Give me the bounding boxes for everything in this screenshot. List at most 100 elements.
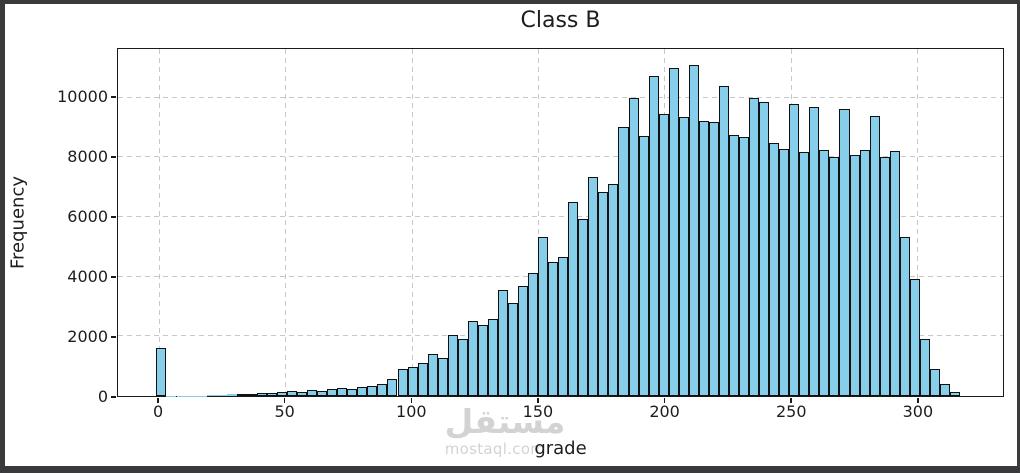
- histogram-bar: [819, 149, 830, 396]
- x-tick-mark: [157, 398, 159, 403]
- y-tick-label: 4000: [67, 266, 108, 286]
- histogram-bar: [859, 149, 870, 396]
- histogram-bar: [528, 272, 539, 396]
- y-tick-label: 0: [97, 387, 108, 406]
- histogram-bar: [668, 67, 679, 396]
- histogram-bar: [688, 65, 699, 396]
- histogram-bar: [538, 237, 549, 396]
- x-tick-mark: [537, 398, 539, 403]
- histogram-bar: [658, 114, 669, 396]
- histogram-bar: [749, 98, 760, 396]
- histogram-bar: [638, 135, 649, 396]
- histogram-bar: [236, 393, 247, 396]
- x-tick-label: 100: [396, 402, 427, 421]
- histogram-bar: [497, 289, 508, 396]
- histogram-bar: [799, 152, 810, 396]
- histogram-bar: [879, 157, 890, 396]
- histogram-bar: [297, 391, 308, 396]
- histogram-bar: [507, 302, 519, 396]
- y-tick-mark: [111, 156, 116, 158]
- gridline-vertical: [158, 49, 160, 396]
- y-tick-label: 8000: [67, 146, 108, 166]
- x-tick-label: 200: [649, 402, 680, 421]
- histogram-bar: [839, 109, 850, 396]
- histogram-bar: [307, 390, 318, 396]
- y-tick-mark: [111, 336, 116, 338]
- histogram-bar: [156, 348, 167, 396]
- histogram-bar: [578, 218, 589, 396]
- histogram-bar: [588, 177, 599, 396]
- gridline-vertical: [538, 49, 539, 396]
- histogram-bar: [327, 389, 338, 396]
- x-tick-label: 150: [522, 402, 554, 421]
- histogram-bar: [909, 279, 920, 396]
- gridline-vertical: [917, 49, 919, 396]
- histogram-bar: [317, 390, 328, 396]
- histogram-bar: [809, 107, 820, 396]
- histogram-bar: [206, 395, 217, 396]
- histogram-bar: [698, 120, 709, 396]
- histogram-bar: [728, 134, 740, 396]
- x-tick-mark: [917, 398, 919, 403]
- histogram-bar: [708, 122, 719, 396]
- plot-area: [117, 48, 1004, 397]
- x-tick-mark: [790, 398, 793, 403]
- histogram-bar: [266, 393, 277, 396]
- gridline-horizontal: [118, 96, 1003, 98]
- x-tick-mark: [663, 398, 666, 403]
- histogram-bar: [939, 384, 950, 396]
- histogram-bar: [548, 261, 559, 396]
- x-tick-mark: [410, 398, 413, 403]
- histogram-bar: [347, 388, 358, 396]
- histogram-bar: [246, 393, 257, 396]
- histogram-bar: [417, 363, 428, 396]
- histogram-bar: [357, 387, 368, 396]
- histogram-bar: [518, 285, 529, 396]
- histogram-bar: [598, 191, 609, 396]
- x-tick-label: 300: [902, 402, 934, 421]
- watermark-site-text: mostaql.com: [444, 440, 546, 459]
- histogram-bar: [287, 391, 298, 396]
- histogram-bar: [407, 367, 418, 396]
- y-tick-mark: [111, 96, 116, 98]
- histogram-bar: [447, 335, 458, 396]
- histogram-bar: [718, 85, 729, 396]
- gridline-horizontal: [118, 156, 1003, 158]
- watermark: مستقل mostaql.com: [436, 402, 574, 458]
- x-tick-mark: [283, 398, 286, 403]
- x-tick-label: 50: [274, 402, 295, 421]
- histogram-bar: [949, 392, 961, 396]
- histogram-bar: [608, 183, 619, 396]
- histogram-bar: [397, 369, 408, 396]
- histogram-bar: [869, 115, 880, 396]
- histogram-bar: [769, 142, 780, 396]
- histogram-bar: [739, 137, 750, 396]
- histogram-bar: [648, 75, 659, 396]
- x-tick-label: 250: [775, 402, 807, 421]
- chart-title: Class B: [520, 8, 601, 33]
- histogram-bar: [558, 257, 569, 396]
- histogram-bar: [849, 155, 860, 396]
- histogram-bar: [568, 201, 579, 396]
- watermark-logo-text: مستقل: [444, 402, 566, 441]
- histogram-bar: [779, 149, 790, 396]
- histogram-bar: [457, 339, 468, 396]
- histogram-bar: [467, 321, 478, 396]
- y-tick-mark: [111, 396, 116, 398]
- y-tick-mark: [111, 276, 116, 278]
- histogram-bar: [256, 393, 267, 396]
- y-tick-label: 6000: [67, 206, 108, 226]
- histogram-bar: [437, 357, 448, 396]
- gridline-vertical: [285, 49, 287, 396]
- histogram-bar: [377, 384, 388, 396]
- y-tick-label: 10000: [57, 86, 108, 106]
- histogram-bar: [427, 353, 438, 396]
- histogram-bar: [678, 117, 689, 396]
- histogram-bar: [829, 157, 840, 396]
- y-tick-label: 2000: [67, 326, 108, 346]
- histogram-bar: [618, 127, 629, 396]
- histogram-bar: [487, 319, 498, 396]
- histogram-bar: [919, 338, 930, 396]
- histogram-bar: [889, 150, 900, 396]
